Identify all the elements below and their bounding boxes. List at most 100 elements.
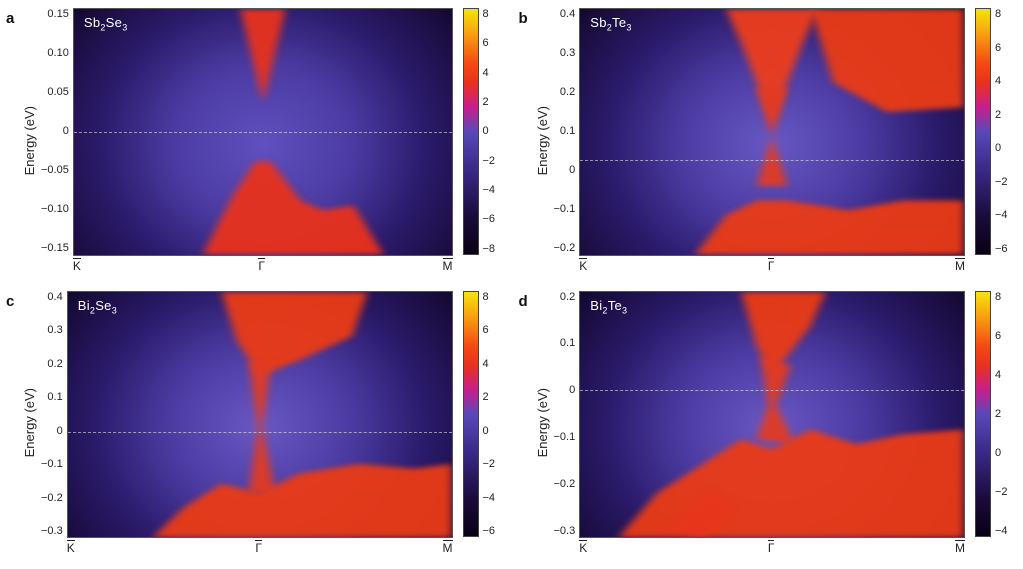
hot-region-valence-band: lower valence broad <box>695 200 964 254</box>
x-tick-labels: KΓM <box>73 256 453 273</box>
colorbar-tick: −2 <box>483 155 499 167</box>
ldos-hot-regions: upper conduction lobeDirac crossing asym… <box>580 292 964 538</box>
plot-frame: upper right conduction regionupper centr… <box>579 8 965 256</box>
panel-letter: c <box>6 293 14 310</box>
y-axis-area: Energy (eV)0.40.30.20.10−0.1−0.2−0.3 <box>6 291 67 556</box>
x-tick: Γ <box>768 541 775 555</box>
x-tick: Γ <box>258 259 265 273</box>
colorbar-tick: 0 <box>483 125 499 137</box>
x-tick-labels: KΓM <box>579 538 965 555</box>
y-tick: −0.2 <box>554 242 576 254</box>
colorbar-tick-labels: 86420−2−4−6−8 <box>479 8 499 255</box>
y-tick: −0.05 <box>41 164 69 176</box>
panel-letter: d <box>519 293 528 310</box>
y-tick: 0.3 <box>41 324 63 336</box>
colorbar-tick: −4 <box>483 492 499 504</box>
y-tick: 0.15 <box>41 8 69 20</box>
colorbar-tick: 2 <box>995 109 1011 121</box>
x-tick-labels: KΓM <box>67 538 453 555</box>
ldos-hot-regions: upper right conduction regionupper centr… <box>580 9 964 255</box>
y-tick: 0.1 <box>554 125 576 137</box>
x-tick: M <box>443 259 453 273</box>
plot-column: upper cone near Γlower broad band near Γ… <box>73 8 453 273</box>
y-tick: −0.2 <box>554 478 576 490</box>
fermi-zero-line <box>68 432 452 433</box>
plot-column: upper conduction lobeDirac crossing asym… <box>579 291 965 556</box>
x-tick-labels: KΓM <box>579 256 965 273</box>
y-axis-label: Energy (eV) <box>533 388 552 457</box>
colorbar-tick: −4 <box>483 184 499 196</box>
y-tick: 0.1 <box>41 391 63 403</box>
hot-region-dirac-cone: Dirac X crossing <box>757 88 788 186</box>
colorbar-tick: −8 <box>483 243 499 255</box>
y-axis-label: Energy (eV) <box>20 106 39 175</box>
y-axis-area: Energy (eV)0.40.30.20.10−0.1−0.2 <box>519 8 580 273</box>
panel-letter: b <box>519 10 528 27</box>
colorbar-tick: 8 <box>483 8 499 20</box>
y-tick: 0.1 <box>554 337 576 349</box>
y-tick-labels: 0.40.30.20.10−0.1−0.2−0.3 <box>39 291 67 556</box>
colorbar-area: 86420−2−4−6−8 <box>453 8 499 273</box>
y-tick: −0.10 <box>41 203 69 215</box>
colorbar-tick: −6 <box>483 213 499 225</box>
hot-region-dirac-cone: Dirac X thin lines <box>248 360 275 493</box>
hot-region-conduction-band: upper right conduction region <box>810 9 964 112</box>
colorbar-tick: −2 <box>995 176 1011 188</box>
colorbar-tick: 8 <box>995 8 1011 20</box>
panel-d: dEnergy (eV)0.20.10−0.1−0.2−0.3upper con… <box>519 291 1012 556</box>
colorbar <box>463 291 479 538</box>
colorbar-tick: −4 <box>995 525 1011 537</box>
colorbar-tick: −2 <box>483 458 499 470</box>
x-tick: K <box>579 541 587 555</box>
colorbar-tick: 4 <box>995 369 1011 381</box>
y-tick: 0 <box>41 425 63 437</box>
colorbar <box>975 8 991 255</box>
colorbar-tick: 6 <box>995 330 1011 342</box>
y-tick: 0 <box>554 164 576 176</box>
x-tick: M <box>955 259 965 273</box>
colorbar-tick: 6 <box>483 37 499 49</box>
x-tick: K <box>579 259 587 273</box>
colorbar-tick: −6 <box>995 243 1011 255</box>
y-tick: 0 <box>41 125 69 137</box>
y-tick: −0.3 <box>41 525 63 537</box>
x-tick: Γ <box>768 259 775 273</box>
y-tick-labels: 0.150.100.050−0.05−0.10−0.15 <box>39 8 73 273</box>
hot-region-valence-band: lower broad band near Γ <box>202 161 383 254</box>
ldos-hot-regions: upper conduction blobDirac X thin linesl… <box>68 292 452 538</box>
colorbar-tick: 0 <box>995 447 1011 459</box>
plot-column: upper conduction blobDirac X thin linesl… <box>67 291 453 556</box>
y-axis-label: Energy (eV) <box>20 388 39 457</box>
colorbar-tick: 4 <box>483 358 499 370</box>
colorbar-tick: 6 <box>483 324 499 336</box>
y-tick: −0.1 <box>554 431 576 443</box>
colorbar-tick: 8 <box>483 291 499 303</box>
figure-grid: aEnergy (eV)0.150.100.050−0.05−0.10−0.15… <box>0 0 1023 569</box>
colorbar-tick-labels: 8 6 4 2 0 −2 −4 <box>991 291 1011 538</box>
colorbar-tick: 2 <box>483 96 499 108</box>
hot-region-conduction-band: upper conduction lobe <box>741 292 825 375</box>
colorbar-tick: 2 <box>483 391 499 403</box>
fermi-zero-line <box>580 390 964 391</box>
panel-a: aEnergy (eV)0.150.100.050−0.05−0.10−0.15… <box>6 8 499 273</box>
colorbar-tick: 8 <box>995 291 1011 303</box>
plot-frame: upper cone near Γlower broad band near Γ… <box>73 8 453 256</box>
compound-label: Sb2Se3 <box>84 15 128 33</box>
x-tick: K <box>67 541 75 555</box>
colorbar-tick: −2 <box>995 486 1011 498</box>
compound-label: Bi2Te3 <box>590 298 627 316</box>
fermi-zero-line <box>580 160 964 161</box>
colorbar-area: 86420−2−4−6 <box>453 291 499 556</box>
x-tick: K <box>73 259 81 273</box>
y-tick: −0.3 <box>554 525 576 537</box>
colorbar-tick: 2 <box>995 408 1011 420</box>
y-axis-label: Energy (eV) <box>533 106 552 175</box>
compound-label: Bi2Se3 <box>78 298 117 316</box>
colorbar-tick: 4 <box>995 75 1011 87</box>
y-tick: 0.2 <box>554 86 576 98</box>
colorbar-tick: 6 <box>995 42 1011 54</box>
y-axis-area: Energy (eV)0.20.10−0.1−0.2−0.3 <box>519 291 580 556</box>
colorbar-tick-labels: 86420−2−4−6 <box>991 8 1011 255</box>
colorbar-tick: 0 <box>995 142 1011 154</box>
plot-column: upper right conduction regionupper centr… <box>579 8 965 273</box>
